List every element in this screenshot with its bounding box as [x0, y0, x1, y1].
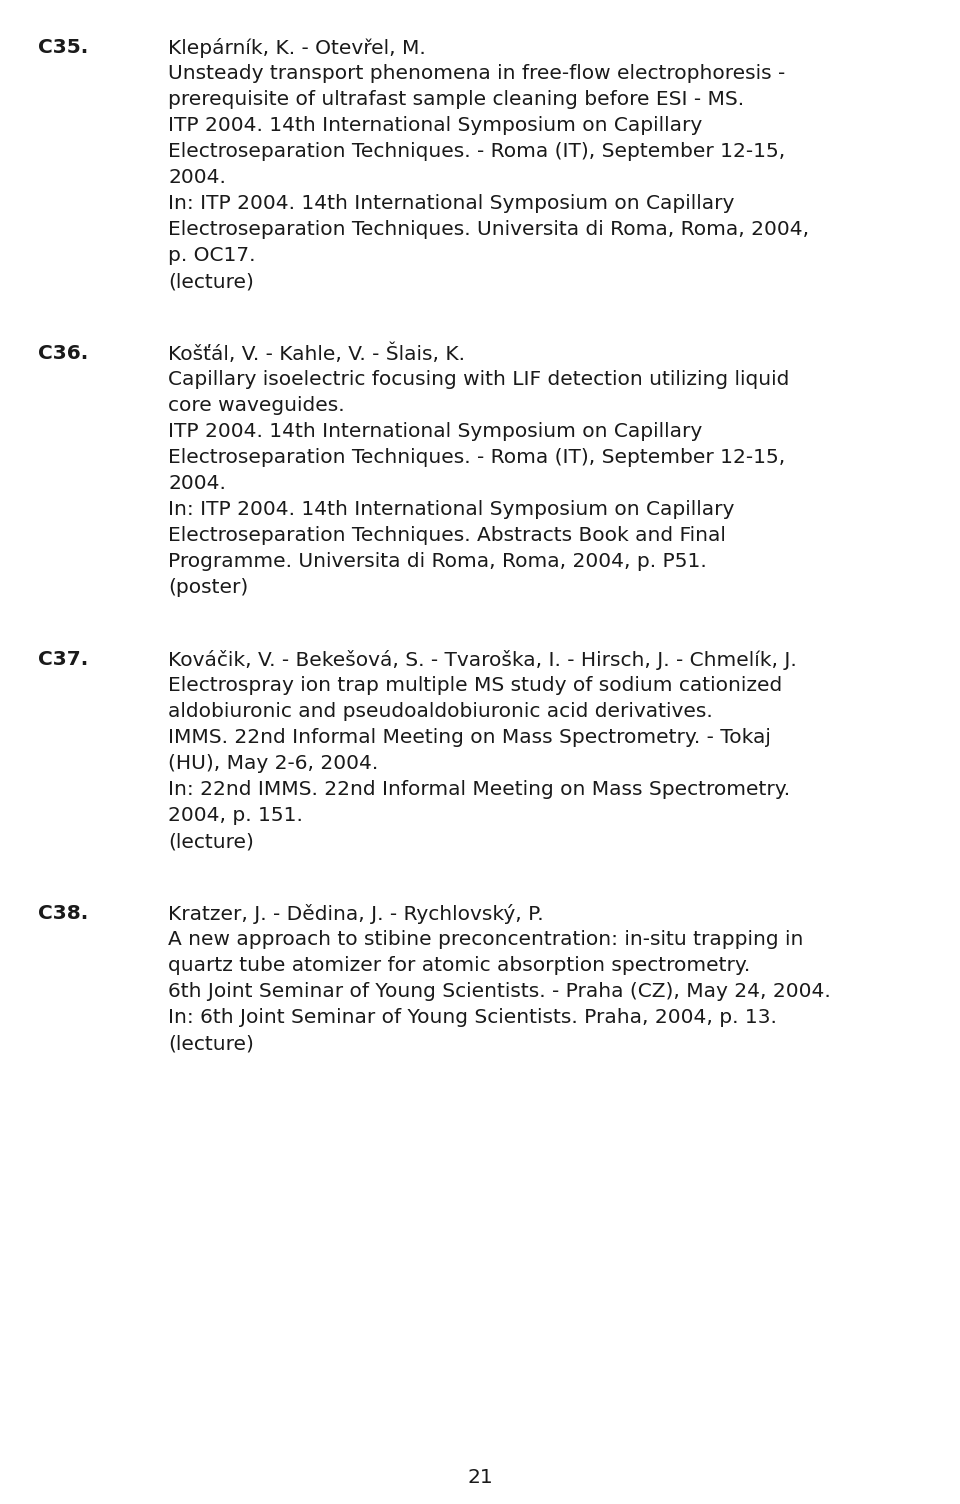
Text: ITP 2004. 14th International Symposium on Capillary: ITP 2004. 14th International Symposium o…: [168, 423, 703, 441]
Text: Electroseparation Techniques. Abstracts Book and Final: Electroseparation Techniques. Abstracts …: [168, 526, 726, 544]
Text: Klepárník, K. - Otevřel, M.: Klepárník, K. - Otevřel, M.: [168, 38, 425, 59]
Text: IMMS. 22nd Informal Meeting on Mass Spectrometry. - Tokaj: IMMS. 22nd Informal Meeting on Mass Spec…: [168, 728, 771, 747]
Text: Programme. Universita di Roma, Roma, 2004, p. P51.: Programme. Universita di Roma, Roma, 200…: [168, 552, 707, 572]
Text: (lecture): (lecture): [168, 272, 253, 290]
Text: Capillary isoelectric focusing with LIF detection utilizing liquid: Capillary isoelectric focusing with LIF …: [168, 370, 789, 390]
Text: C38.: C38.: [38, 904, 88, 923]
Text: A new approach to stibine preconcentration: in-situ trapping in: A new approach to stibine preconcentrati…: [168, 929, 804, 949]
Text: C37.: C37.: [38, 650, 88, 669]
Text: Electroseparation Techniques. - Roma (IT), September 12-15,: Electroseparation Techniques. - Roma (IT…: [168, 141, 785, 161]
Text: In: 6th Joint Seminar of Young Scientists. Praha, 2004, p. 13.: In: 6th Joint Seminar of Young Scientist…: [168, 1008, 777, 1027]
Text: Electrospray ion trap multiple MS study of sodium cationized: Electrospray ion trap multiple MS study …: [168, 675, 782, 695]
Text: 6th Joint Seminar of Young Scientists. - Praha (CZ), May 24, 2004.: 6th Joint Seminar of Young Scientists. -…: [168, 982, 830, 1002]
Text: Kratzer, J. - Dědina, J. - Rychlovský, P.: Kratzer, J. - Dědina, J. - Rychlovský, P…: [168, 904, 543, 923]
Text: aldobiuronic and pseudoaldobiuronic acid derivatives.: aldobiuronic and pseudoaldobiuronic acid…: [168, 702, 712, 720]
Text: quartz tube atomizer for atomic absorption spectrometry.: quartz tube atomizer for atomic absorpti…: [168, 957, 751, 975]
Text: ITP 2004. 14th International Symposium on Capillary: ITP 2004. 14th International Symposium o…: [168, 116, 703, 135]
Text: Electroseparation Techniques. Universita di Roma, Roma, 2004,: Electroseparation Techniques. Universita…: [168, 220, 809, 239]
Text: Electroseparation Techniques. - Roma (IT), September 12-15,: Electroseparation Techniques. - Roma (IT…: [168, 448, 785, 468]
Text: C35.: C35.: [38, 38, 88, 57]
Text: 2004.: 2004.: [168, 474, 226, 493]
Text: In: ITP 2004. 14th International Symposium on Capillary: In: ITP 2004. 14th International Symposi…: [168, 499, 734, 519]
Text: In: ITP 2004. 14th International Symposium on Capillary: In: ITP 2004. 14th International Symposi…: [168, 194, 734, 214]
Text: core waveguides.: core waveguides.: [168, 396, 345, 415]
Text: (lecture): (lecture): [168, 1035, 253, 1053]
Text: C36.: C36.: [38, 344, 88, 362]
Text: In: 22nd IMMS. 22nd Informal Meeting on Mass Spectrometry.: In: 22nd IMMS. 22nd Informal Meeting on …: [168, 781, 790, 799]
Text: p. OC17.: p. OC17.: [168, 247, 255, 265]
Text: 2004, p. 151.: 2004, p. 151.: [168, 806, 302, 826]
Text: prerequisite of ultrafast sample cleaning before ESI - MS.: prerequisite of ultrafast sample cleanin…: [168, 90, 744, 108]
Text: (poster): (poster): [168, 578, 249, 597]
Text: (HU), May 2-6, 2004.: (HU), May 2-6, 2004.: [168, 754, 378, 773]
Text: Unsteady transport phenomena in free-flow electrophoresis -: Unsteady transport phenomena in free-flo…: [168, 65, 785, 83]
Text: Kováčik, V. - Bekešová, S. - Tvaroška, I. - Hirsch, J. - Chmelík, J.: Kováčik, V. - Bekešová, S. - Tvaroška, I…: [168, 650, 797, 669]
Text: (lecture): (lecture): [168, 832, 253, 851]
Text: Košťál, V. - Kahle, V. - Šlais, K.: Košťál, V. - Kahle, V. - Šlais, K.: [168, 344, 465, 364]
Text: 2004.: 2004.: [168, 168, 226, 186]
Text: 21: 21: [468, 1468, 492, 1487]
